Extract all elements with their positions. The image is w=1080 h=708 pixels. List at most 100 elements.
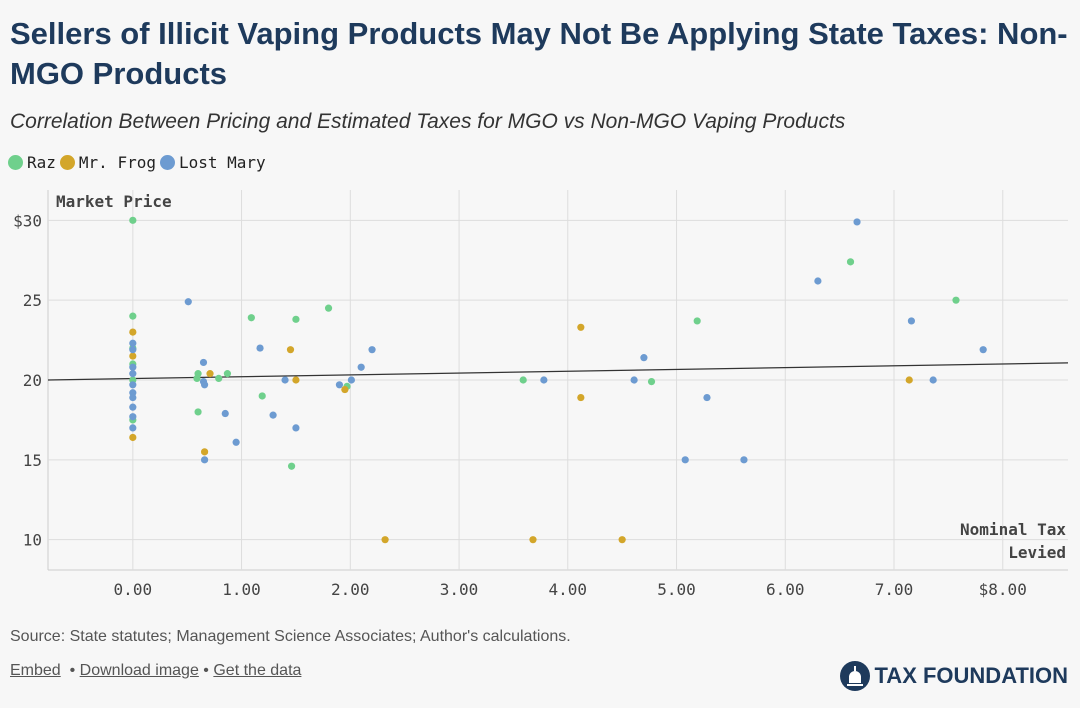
point-lost-mary [232,438,240,446]
legend-label: Lost Mary [178,153,266,172]
point-lost-mary [129,424,137,432]
point-lost-mary [256,344,264,352]
point-raz [952,296,960,304]
point-lost-mary [814,277,822,285]
point-lost-mary [630,376,638,384]
point-raz [215,374,223,383]
point-lost-mary [292,424,300,432]
footer-links: Embed • Download image • Get the data [10,662,301,680]
point-mr-frog [529,536,537,544]
point-lost-mary [129,363,137,371]
x-tick-label: 7.00 [875,580,914,599]
x-tick-label: 4.00 [549,580,588,599]
legend-swatch [8,155,23,170]
point-mr-frog [129,352,137,360]
x-tick-label: 5.00 [657,580,696,599]
point-raz [194,408,202,416]
point-lost-mary [640,354,648,362]
point-mr-frog [618,536,626,544]
y-tick-label: 10 [23,531,42,550]
point-mr-frog [200,448,209,456]
x-tick-label: 0.00 [114,580,153,599]
point-lost-mary [703,393,711,402]
point-raz [129,312,137,320]
point-lost-mary [200,456,209,464]
x-axis-label: Nominal Tax Levied [960,520,1066,562]
source-note: Source: State statutes; Management Scien… [10,628,571,645]
point-lost-mary [269,411,277,419]
point-mr-frog [577,323,585,331]
point-raz [292,315,300,323]
point-mr-frog [206,370,214,378]
x-tick-label: 6.00 [766,580,805,599]
point-lost-mary [221,409,229,418]
point-raz [287,462,296,470]
x-tick-label: 2.00 [331,580,370,599]
point-lost-mary [129,339,137,347]
point-lost-mary [200,381,209,389]
x-tick-label: 3.00 [440,580,479,599]
legend-item-raz: Raz [8,153,56,172]
point-raz [846,258,855,266]
legend-item-mr-frog: Mr. Frog [59,153,156,172]
legend-item-lost-mary: Lost Mary [159,153,266,172]
x-tick-label: 1.00 [222,580,261,599]
y-tick-label: 25 [23,291,42,310]
point-lost-mary [129,413,137,421]
point-mr-frog [129,328,137,336]
chart-title: Sellers of Illicit Vaping Products May N… [10,16,1068,91]
embed-link[interactable]: Embed [10,662,61,679]
point-mr-frog [341,385,349,394]
separator: • [203,662,209,679]
point-lost-mary [368,346,376,354]
point-lost-mary [184,298,192,306]
point-mr-frog [129,433,137,442]
point-lost-mary [681,456,689,464]
y-tick-label: 20 [23,371,42,390]
scatter-plot: 0.00 1.00 2.00 3.00 4.00 5.00 6.00 7.00 $8.00 $30… [13,190,1069,599]
point-raz [193,374,201,383]
point-lost-mary [199,358,208,367]
point-lost-mary [129,346,137,354]
get-data-link[interactable]: Get the data [213,662,302,679]
legend-label: Raz [27,153,56,172]
trend-line [47,362,1069,381]
point-mr-frog [905,376,913,384]
point-raz [223,370,232,378]
legend: Raz Mr. Frog Lost Mary [8,153,266,172]
y-axis-label: Market Price [56,192,172,211]
legend-label: Mr. Frog [78,153,156,172]
x-tick-label: $8.00 [979,580,1027,599]
point-raz [693,317,701,325]
point-lost-mary [853,218,861,226]
chart-subtitle: Correlation Between Pricing and Estimate… [10,110,846,133]
tax-foundation-logo: TAX FOUNDATION [839,660,1069,692]
point-lost-mary [979,346,987,354]
y-tick-label: $30 [13,211,42,230]
point-lost-mary [129,381,137,389]
point-mr-frog [577,393,585,402]
point-lost-mary [129,403,137,411]
download-image-link[interactable]: Download image [79,662,199,679]
point-lost-mary [281,376,289,384]
point-lost-mary [929,376,937,384]
point-mr-frog [381,536,389,544]
point-lost-mary [907,317,916,325]
point-mr-frog [292,376,300,384]
point-lost-mary [129,370,137,378]
point-raz [647,377,656,386]
point-raz [129,216,137,224]
point-lost-mary [129,393,137,402]
point-raz [519,376,527,384]
point-raz [247,314,255,322]
separator: • [69,662,76,679]
capitol-dome-icon [839,661,870,691]
legend-swatch [59,155,75,170]
logo-text: TAX FOUNDATION [874,663,1069,688]
point-lost-mary [740,456,748,464]
legend-swatch [159,155,175,170]
point-lost-mary [357,363,365,371]
point-mr-frog [286,346,295,354]
point-raz [324,304,333,312]
y-tick-label: 15 [23,451,42,470]
